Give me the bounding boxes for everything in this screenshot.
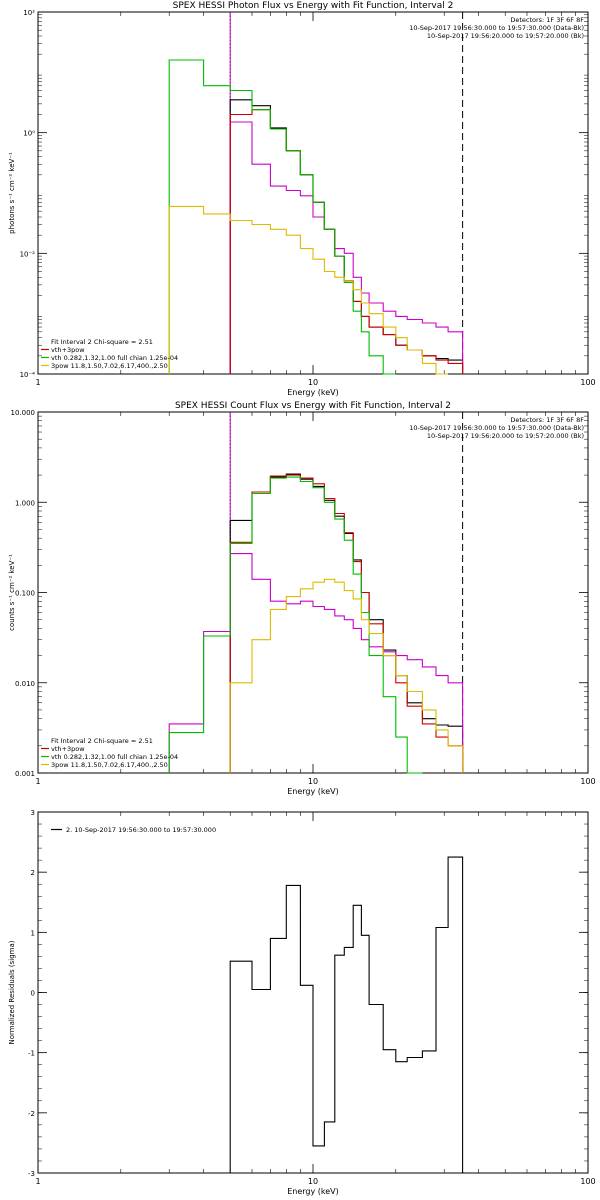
plot-frame [37,411,589,774]
series-2-histogram [229,474,464,773]
x-axis-label: Energy (keV) [287,1187,339,1196]
legend-text: Fit Interval 2 Chi-square = 2.51 [51,737,153,745]
y-tick-label: 0.100 [15,590,35,598]
legend-text: 3pow 11.8,1.50,7.02,6.17,400.,2.50 [51,761,168,769]
series-1-histogram [229,121,464,374]
legend-text: 2. 10-Sep-2017 19:56:30.000 to 19:57:30.… [66,826,216,834]
info-line: Detectors: 1F 3F 6F 8F [510,16,584,24]
x-axis-label: Energy (keV) [287,388,339,397]
y-tick-label: -2 [28,1110,35,1118]
series-0-histogram [229,99,464,374]
info-line: 10-Sep-2017 19:56:30.000 to 19:57:30.000… [409,424,584,432]
chart-title: SPEX HESSI Count Flux vs Energy with Fit… [175,401,451,411]
legend-text: vth+3pow [51,346,85,354]
x-tick-label: 100 [580,378,595,387]
y-tick-label: 2 [31,869,35,877]
y-tick-label: 10² [23,9,35,17]
legend-text: vth 0.282,1.32,1.00 full chian 1.25e-04 [51,354,178,362]
x-tick-label: 10 [308,378,318,387]
legend-text: Fit Interval 2 Chi-square = 2.51 [51,338,153,346]
chart-title: SPEX HESSI Photon Flux vs Energy with Fi… [173,1,454,11]
series-0-histogram [229,856,464,1173]
count-flux-panel: SPEX HESSI Count Flux vs Energy with Fit… [8,401,596,796]
x-tick-label: 10 [308,777,318,786]
legend-text: vth 0.282,1.32,1.00 full chian 1.25e-04 [51,753,178,761]
y-tick-label: 3 [31,809,35,817]
y-tick-label: 10⁰ [23,130,35,138]
info-line: 10-Sep-2017 19:56:30.000 to 19:57:30.000… [409,24,584,32]
y-tick-label: 0.010 [15,680,35,688]
x-tick-label: 10 [308,1177,318,1186]
y-axis-label: Normalized Residuals (sigma) [8,940,16,1044]
legend-text: vth+3pow [51,745,85,753]
y-tick-label: 0 [31,990,35,998]
info-line: Detectors: 1F 3F 6F 8F [510,416,584,424]
series-1-histogram [168,553,464,773]
series-4-histogram [229,578,464,773]
y-tick-label: 10⁻² [20,250,36,258]
x-tick-label: 100 [580,777,595,786]
x-tick-label: 1 [35,378,40,387]
y-axis-label: photons s⁻¹ cm⁻² keV⁻¹ [8,152,16,234]
series-0-histogram [229,473,464,773]
y-tick-label: 0.001 [15,770,35,778]
y-tick-label: 1.000 [15,499,35,507]
y-tick-label: 10⁻⁴ [20,371,36,379]
series-3-histogram [168,476,423,774]
y-axis-label: counts s⁻¹ cm⁻² keV⁻¹ [8,554,16,631]
info-line: 10-Sep-2017 19:56:20.000 to 19:57:20.000… [427,32,584,40]
y-tick-label: 1 [31,929,35,937]
x-tick-label: 1 [35,1177,40,1186]
series-3-histogram [168,59,396,375]
x-tick-label: 1 [35,777,40,786]
y-tick-label: -3 [28,1170,35,1178]
x-axis-label: Energy (keV) [287,787,339,796]
photon-flux-panel: SPEX HESSI Photon Flux vs Energy with Fi… [8,1,596,397]
series-4-histogram [168,205,449,375]
info-line: 10-Sep-2017 19:56:20.000 to 19:57:20.000… [427,432,584,440]
legend-text: 3pow 11.8,1.50,7.02,6.17,400.,2.50 [51,362,168,370]
residuals-panel: 1 10 100 Energy (keV) -3 -2 -1 0 1 2 3 Normalized R… [8,809,596,1196]
x-tick-label: 100 [580,1177,595,1186]
y-tick-label: -1 [28,1050,35,1058]
y-tick-label: 10.000 [11,409,36,417]
series-2-histogram [229,109,464,374]
